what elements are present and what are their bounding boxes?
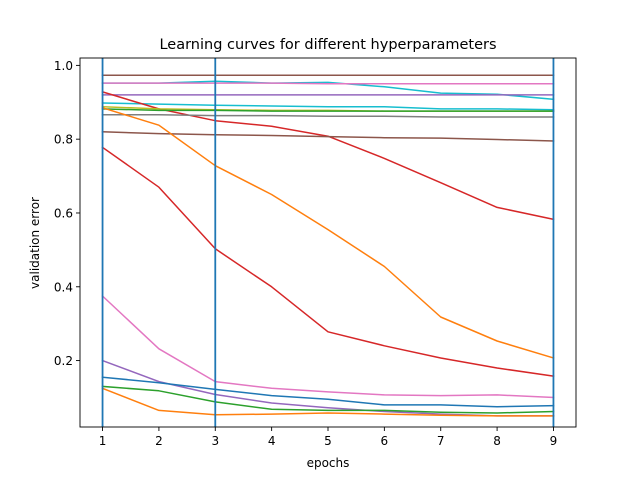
x-tick-label-3: 3 <box>211 434 219 448</box>
y-axis-label: validation error <box>28 197 42 289</box>
x-tick-label-9: 9 <box>550 434 558 448</box>
y-tick-label-3: 0.8 <box>54 133 73 147</box>
x-tick-label-1: 1 <box>99 434 107 448</box>
x-tick-label-6: 6 <box>381 434 389 448</box>
series-line-17 <box>101 387 555 417</box>
series-line-15 <box>101 376 555 408</box>
x-tick-label-8: 8 <box>493 434 501 448</box>
y-tick-label-1: 0.4 <box>54 280 73 294</box>
y-tick-label-0: 0.2 <box>54 354 73 368</box>
plot-area: 1 2 3 4 5 6 7 8 9 0.2 0.4 0.6 0.8 1.0 <box>54 57 577 448</box>
series-line-8 <box>101 108 555 112</box>
series-line-3 <box>101 82 555 85</box>
x-tick-label-5: 5 <box>324 434 332 448</box>
series-line-12 <box>101 146 555 377</box>
series-line-16 <box>101 385 555 414</box>
x-axis-label: epochs <box>307 456 350 470</box>
y-tick-label-4: 1.0 <box>54 59 73 73</box>
series-line-9 <box>101 114 555 118</box>
x-tick-label-2: 2 <box>155 434 163 448</box>
x-tick-label-7: 7 <box>437 434 445 448</box>
y-tick-label-2: 0.6 <box>54 206 73 220</box>
series-line-13 <box>101 294 555 399</box>
x-tick-label-4: 4 <box>268 434 276 448</box>
chart-title: Learning curves for different hyperparam… <box>159 37 496 53</box>
series-line-11 <box>101 106 555 359</box>
series-line-5 <box>101 102 555 111</box>
series-line-10 <box>101 131 555 142</box>
